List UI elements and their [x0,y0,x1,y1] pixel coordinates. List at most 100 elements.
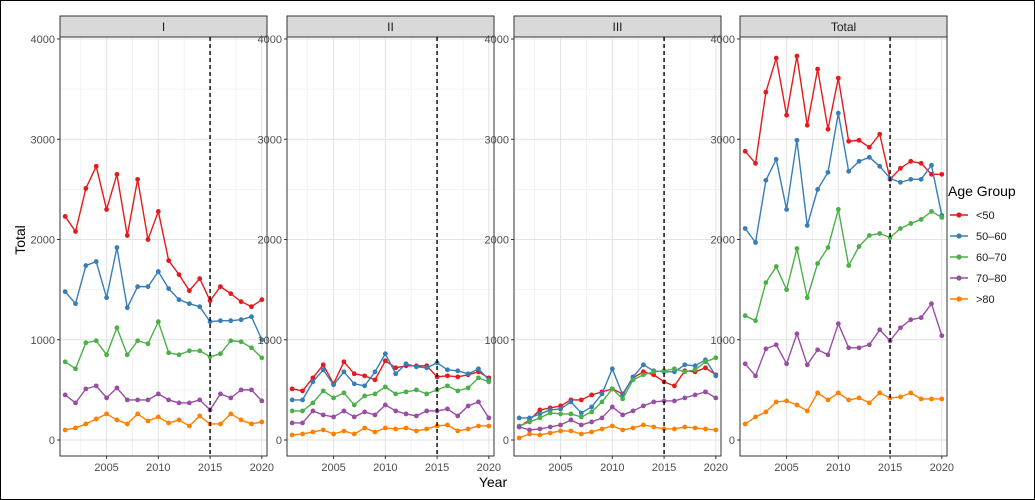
data-point [197,348,203,354]
panel-i: I 0 1000 2000 3000 4000 2005 2010 2015 2020 [31,15,274,474]
legend-key-point [956,212,962,218]
data-point [856,345,862,351]
data-point [846,345,852,351]
data-point [135,338,141,344]
data-point [382,384,388,390]
legend-entry-under-50: <50 [950,210,995,222]
data-point [197,413,203,419]
data-point [835,75,841,81]
data-point [259,355,265,361]
legend-title: Age Group [948,183,1016,199]
data-point [382,351,388,357]
data-point [609,386,615,392]
data-point [93,163,99,169]
data-point [846,138,852,144]
data-point [362,393,368,399]
data-point [578,414,584,420]
data-point [289,386,295,392]
x-tick-label: 2020 [250,462,274,474]
panel-title: I [162,20,165,34]
data-point [207,354,213,360]
data-point [929,162,934,168]
data-point [784,207,789,212]
data-point [351,431,357,437]
data-point [599,415,605,421]
data-point [93,259,99,264]
data-point [773,55,779,61]
data-point [362,409,368,415]
data-point [713,427,719,433]
legend-entry-70-80: 70–80 [950,273,1007,285]
data-point [547,430,553,436]
data-point [547,424,553,430]
data-point [362,383,368,389]
data-point [599,399,605,405]
data-point [413,428,419,434]
data-point [382,358,388,364]
data-point [300,408,305,414]
data-point [877,231,883,236]
data-point [155,391,161,397]
data-point [310,408,316,414]
data-point [259,398,265,404]
data-point [856,158,862,164]
data-point [804,223,810,228]
data-point [898,325,903,331]
series-60-70 [742,207,945,324]
data-point [186,400,192,406]
data-point [331,431,336,437]
data-point [815,261,821,266]
legend-label: 70–80 [976,273,1007,285]
data-point [804,295,810,301]
data-point [445,422,450,428]
data-point [186,348,192,354]
y-tick-label: 1000 [711,335,735,347]
data-point [661,398,667,404]
x-tick-label: 2015 [198,462,222,474]
data-point [238,417,244,423]
data-point [527,427,532,433]
data-point [135,397,141,403]
data-point [804,122,810,128]
data-point [773,156,779,162]
legend-label: 50–60 [976,231,1007,243]
data-point [62,427,68,433]
data-point [939,396,945,402]
data-point [145,341,151,347]
y-tick-label: 1000 [258,335,282,347]
data-point [835,207,841,212]
data-point [104,207,109,212]
data-point [908,317,914,323]
data-point [403,361,409,367]
data-point [249,314,254,320]
data-point [393,371,399,377]
data-point [742,421,748,427]
data-point [228,411,234,417]
x-tick-label: 2010 [600,462,624,474]
panel-background [287,37,494,456]
data-point [898,179,903,185]
data-point [413,413,419,419]
data-point [763,409,769,415]
data-point [835,321,841,327]
y-tick-label: 2000 [711,235,735,247]
data-point [939,215,945,220]
data-point [465,426,471,432]
data-point [866,342,872,348]
data-point [300,388,305,394]
data-point [476,375,481,381]
data-point [640,403,646,409]
data-point [382,425,388,431]
data-point [455,388,461,394]
data-point [703,365,708,371]
data-point [104,395,109,401]
data-point [486,423,492,429]
y-tick-label: 3000 [258,134,282,146]
data-point [815,186,821,192]
data-point [898,165,903,171]
data-point [929,209,934,214]
data-point [516,415,522,421]
x-tick-label: 2010 [373,462,397,474]
data-point [753,373,758,379]
data-point [310,429,316,435]
